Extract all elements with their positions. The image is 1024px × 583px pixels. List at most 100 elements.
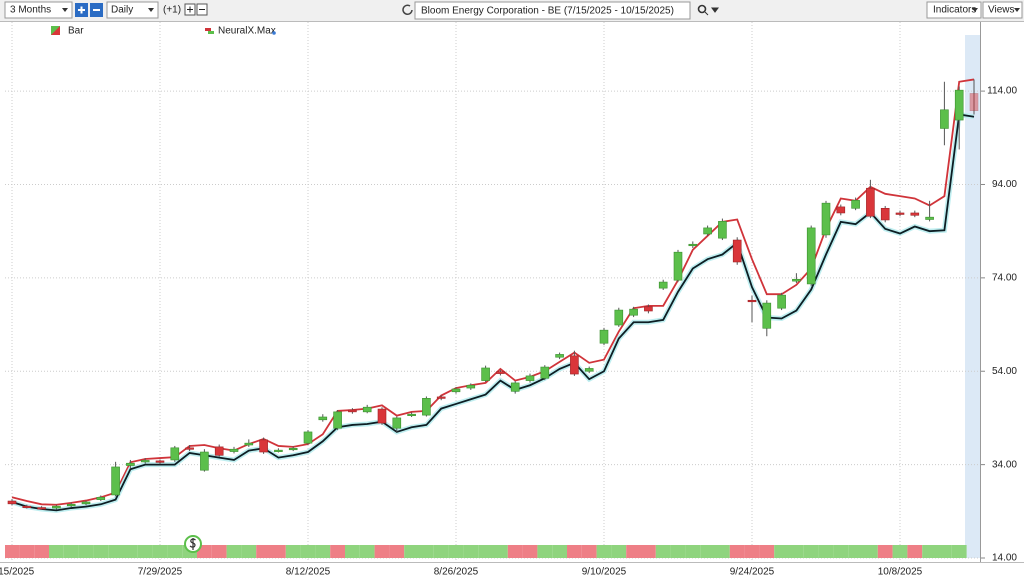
period-select[interactable] (4, 1, 73, 19)
signal-segment (863, 545, 878, 558)
search-arrow (704, 7, 719, 16)
legend-label: Bar (68, 26, 84, 37)
candle-body (629, 308, 638, 316)
candle-body (732, 239, 742, 263)
dividend-marker[interactable] (184, 535, 202, 553)
signal-segment (774, 545, 789, 558)
views-button[interactable] (982, 1, 1023, 19)
signal-segment (907, 545, 923, 558)
candle-body (540, 366, 550, 379)
candle-body (288, 447, 298, 451)
candle-body (333, 411, 342, 429)
search-icon[interactable] (697, 4, 707, 14)
plot: 14.00 34.00 54.00 74.00 94.00 114.00 7/15/2025… (0, 22, 1017, 578)
candle-body (140, 460, 150, 463)
signal-segment (271, 545, 286, 558)
signal-segment (433, 545, 449, 558)
chart-title: Bloom Energy Corporation - BE (7/15/2025… (421, 6, 674, 17)
line-glow (11, 111, 975, 513)
y-tick-label: 74.00 (992, 273, 1017, 284)
candle-body (362, 406, 372, 413)
candle-body (96, 497, 106, 500)
signal-segment (108, 545, 123, 558)
legend-icon (208, 31, 214, 34)
indicators-button[interactable] (926, 1, 982, 19)
signal-segment (937, 545, 952, 558)
candle-body (703, 227, 712, 235)
candle-body (821, 202, 831, 236)
candle-body (126, 462, 135, 466)
signal-segment (211, 545, 227, 558)
signal-segment (300, 545, 316, 558)
interval-text: Daily (111, 5, 133, 16)
candle-body (185, 447, 194, 450)
candle-body (274, 449, 283, 452)
signal-segment (404, 545, 419, 558)
y-tick-label: 14.00 (992, 553, 1017, 564)
candle-body (555, 354, 564, 358)
signal-segment (626, 545, 641, 558)
candle-body (599, 329, 609, 344)
signal-segment (581, 545, 597, 558)
signal-segment (93, 545, 109, 558)
candle-body (466, 384, 476, 389)
candle-body (229, 448, 239, 452)
candle-body (407, 413, 416, 416)
symbol-box[interactable] (414, 1, 691, 20)
dropdown-arrow (1014, 8, 1020, 12)
candle-body (792, 278, 801, 282)
y-tick-label: 54.00 (992, 366, 1017, 377)
x-tick-label: 8/26/2025 (434, 567, 479, 578)
signal-segment (833, 545, 849, 558)
signal-segment (552, 545, 567, 558)
signal-segment (715, 545, 730, 558)
signal-segment (419, 545, 434, 558)
signal-segment (877, 545, 893, 558)
signal-segment (123, 545, 138, 558)
y-tick-label: 114.00 (987, 86, 1017, 97)
dropdown-arrow (972, 8, 978, 12)
candle-body (940, 109, 949, 129)
x-tick-label: 8/12/2025 (286, 567, 331, 578)
candle-body (303, 431, 313, 444)
dropdown-arrow (62, 8, 68, 12)
candle-body (880, 207, 890, 221)
signal-segment (493, 545, 508, 558)
current-bar-highlight (965, 35, 980, 558)
x-tick-label: 7/29/2025 (138, 567, 183, 578)
signal-segment (5, 545, 20, 558)
candle-body (954, 89, 964, 121)
signal-segment (789, 545, 804, 558)
candle-body (658, 281, 668, 289)
candle-body (584, 368, 594, 372)
signal-segment (641, 545, 656, 558)
candle-body (614, 309, 624, 326)
candle-body (451, 388, 461, 393)
candle-body (66, 504, 76, 507)
candle-body (52, 505, 61, 509)
signal-segment (685, 545, 701, 558)
signal-segment (448, 545, 464, 558)
signal-segment (818, 545, 834, 558)
candle-body (762, 302, 772, 329)
indicator-line (11, 78, 975, 506)
signal-segment (611, 545, 627, 558)
candle-body (81, 501, 91, 505)
candle-body (866, 187, 875, 217)
candle-body (673, 251, 683, 281)
refresh-icon[interactable] (402, 4, 413, 15)
indicator-line (11, 113, 975, 512)
indicators-text: Indicators (933, 5, 976, 16)
offset-text: (+1) (163, 5, 181, 16)
candle-body (422, 398, 431, 416)
candle-body (644, 306, 653, 312)
candle-body (481, 367, 490, 381)
signal-segment (670, 545, 686, 558)
candle-body (214, 446, 224, 456)
candle-body (259, 439, 268, 453)
signal-segment (167, 545, 183, 558)
candle-body (570, 355, 579, 375)
signal-segment (49, 545, 64, 558)
signal-segment (226, 545, 242, 558)
interval-select[interactable] (106, 1, 159, 19)
